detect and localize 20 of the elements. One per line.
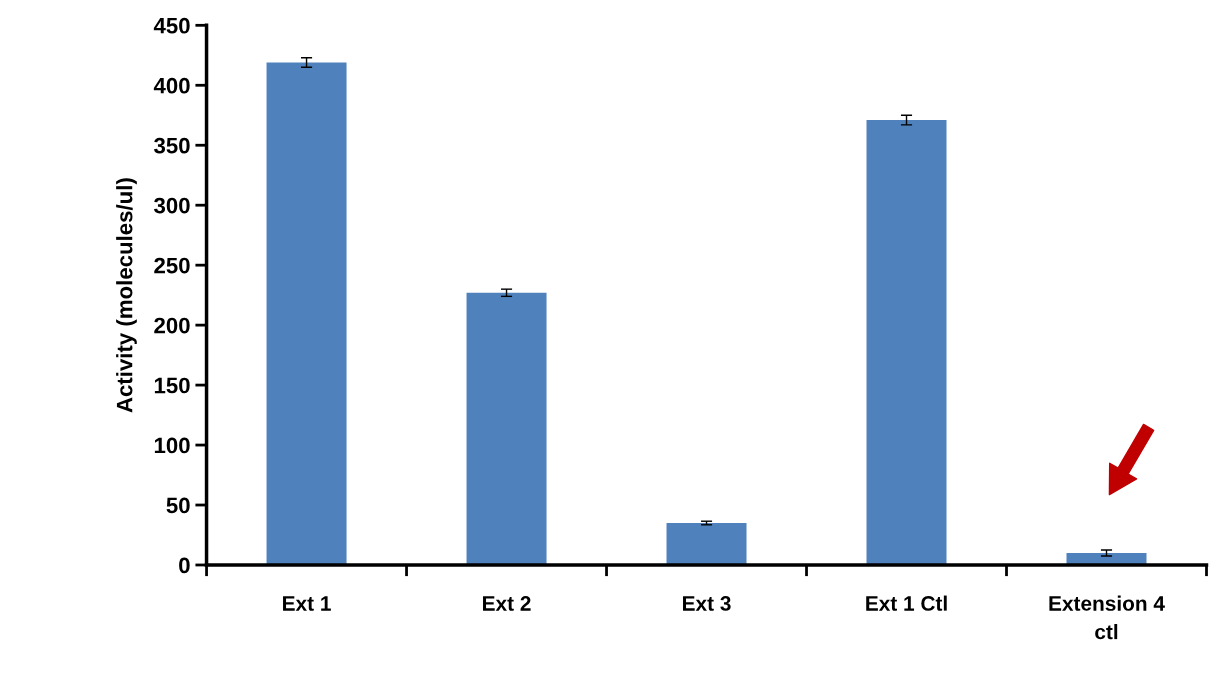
y-axis-title: Activity (molecules/ul) [116, 178, 137, 413]
bar [666, 523, 747, 565]
y-tick-label: 50 [166, 497, 190, 514]
x-tick-label: Ext 2 [483, 596, 531, 611]
y-tick-label: 450 [153, 17, 190, 34]
y-tick-label: 250 [154, 257, 190, 274]
x-tick-label: Ext 1 [283, 596, 331, 611]
x-tick-label: Ext 1 Ctl [866, 595, 947, 611]
y-tick-label: 300 [154, 197, 190, 214]
x-tick-label: Extension 4 ctl [1049, 595, 1165, 640]
y-tick-label: 0 [179, 557, 190, 574]
x-tick-label: Ext 3 [683, 596, 731, 611]
bar [466, 292, 547, 565]
y-tick-label: 200 [154, 317, 190, 334]
y-tick-label: 350 [154, 137, 190, 154]
bar [266, 62, 347, 565]
y-tick-label: 100 [154, 437, 190, 454]
y-tick-label: 150 [154, 377, 190, 394]
y-tick-label: 400 [153, 77, 190, 94]
bar [866, 120, 947, 565]
